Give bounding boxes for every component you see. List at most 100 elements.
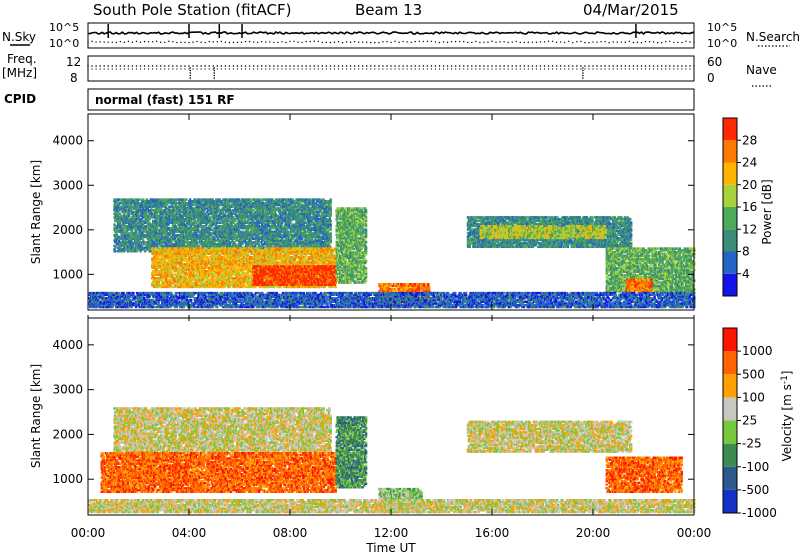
nsearch-point bbox=[164, 42, 165, 43]
nsearch-point bbox=[625, 42, 626, 43]
freq-point bbox=[120, 65, 122, 67]
nsearch-point bbox=[281, 41, 282, 42]
nave-point bbox=[451, 68, 452, 69]
nsky-line bbox=[88, 32, 694, 34]
freq-point bbox=[435, 65, 437, 67]
nsearch-point bbox=[556, 42, 557, 43]
freq-point bbox=[257, 65, 259, 67]
nsearch-point bbox=[431, 41, 432, 42]
nsearch-point bbox=[184, 42, 185, 43]
freq-point bbox=[273, 65, 275, 67]
nave-dropout bbox=[213, 67, 215, 69]
freq-point bbox=[612, 65, 614, 67]
nave-point bbox=[221, 68, 222, 69]
freq-point bbox=[471, 65, 473, 67]
nave-point bbox=[475, 68, 476, 69]
freq-point bbox=[447, 65, 449, 67]
freq-point bbox=[439, 65, 441, 67]
nsearch-point bbox=[277, 42, 278, 43]
nsearch-point bbox=[314, 41, 315, 42]
nave-point bbox=[411, 68, 412, 69]
nave-point bbox=[281, 68, 282, 69]
nsearch-point bbox=[265, 41, 266, 42]
nave-point bbox=[673, 68, 674, 69]
nsearch-point bbox=[293, 41, 294, 42]
freq-point bbox=[572, 65, 574, 67]
nsearch-point bbox=[112, 42, 113, 43]
freq-point bbox=[261, 65, 263, 67]
nave-point bbox=[358, 68, 359, 69]
freq-point bbox=[495, 65, 497, 67]
nave-point bbox=[584, 68, 585, 69]
nave-point bbox=[108, 68, 109, 69]
nave-point bbox=[665, 68, 666, 69]
nsearch-point bbox=[160, 42, 161, 43]
nsearch-point bbox=[524, 42, 525, 43]
nave-point bbox=[447, 68, 448, 69]
nsearch-point bbox=[455, 41, 456, 42]
nsearch-point bbox=[342, 42, 343, 43]
nave-point bbox=[237, 68, 238, 69]
freq-point bbox=[297, 65, 299, 67]
nsearch-point bbox=[584, 42, 585, 43]
nave-point bbox=[293, 68, 294, 69]
freq-point bbox=[479, 65, 481, 67]
freq-point bbox=[576, 65, 578, 67]
freq-point bbox=[313, 65, 315, 67]
nave-point bbox=[564, 68, 565, 69]
nave-point bbox=[213, 68, 214, 69]
cpid-text: normal (fast) 151 RF bbox=[95, 93, 235, 107]
nsearch-tick-low: 10^0 bbox=[707, 37, 737, 50]
nsearch-point bbox=[330, 42, 331, 43]
nsearch-point bbox=[95, 41, 96, 42]
nave-point bbox=[439, 68, 440, 69]
nsearch-point bbox=[209, 41, 210, 42]
nave-point bbox=[253, 68, 254, 69]
freq-tick-high: 12 bbox=[66, 55, 81, 69]
nave-point bbox=[487, 68, 488, 69]
nave-point bbox=[229, 68, 230, 69]
freq-point bbox=[584, 65, 586, 67]
freq-point bbox=[625, 65, 627, 67]
freq-point bbox=[160, 65, 162, 67]
nsearch-point bbox=[613, 41, 614, 42]
nsearch-point bbox=[91, 41, 92, 42]
freq-point bbox=[350, 65, 352, 67]
freq-point bbox=[144, 65, 146, 67]
nsearch-point bbox=[362, 41, 363, 42]
nsearch-point bbox=[540, 41, 541, 42]
nsearch-point bbox=[237, 42, 238, 43]
nsearch-point bbox=[378, 42, 379, 43]
freq-point bbox=[499, 65, 501, 67]
nsearch-point bbox=[406, 41, 407, 42]
nave-dropout bbox=[189, 67, 191, 69]
nave-dropout bbox=[582, 70, 584, 72]
nsearch-point bbox=[253, 41, 254, 42]
nsearch-point bbox=[689, 41, 690, 42]
nave-point bbox=[370, 68, 371, 69]
nsearch-point bbox=[350, 42, 351, 43]
nsearch-point bbox=[661, 42, 662, 43]
nave-point bbox=[443, 68, 444, 69]
nsearch-point bbox=[516, 41, 517, 42]
freq-point bbox=[693, 65, 695, 67]
nave-point bbox=[495, 68, 496, 69]
freq-point bbox=[451, 65, 453, 67]
nave-point bbox=[645, 68, 646, 69]
freq-point bbox=[212, 65, 214, 67]
freq-point bbox=[600, 65, 602, 67]
nsearch-point bbox=[641, 42, 642, 43]
freq-point bbox=[152, 65, 154, 67]
freq-point bbox=[322, 65, 324, 67]
nsearch-point bbox=[427, 41, 428, 42]
heatmap-cell bbox=[120, 215, 122, 217]
nave-point bbox=[689, 68, 690, 69]
nsearch-point bbox=[168, 41, 169, 42]
freq-point bbox=[507, 65, 509, 67]
nave-point bbox=[560, 68, 561, 69]
nave-point bbox=[641, 68, 642, 69]
freq-point bbox=[253, 65, 255, 67]
nsearch-point bbox=[512, 41, 513, 42]
freq-point bbox=[503, 65, 505, 67]
nsearch-point bbox=[204, 42, 205, 43]
